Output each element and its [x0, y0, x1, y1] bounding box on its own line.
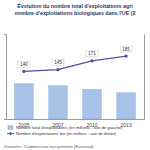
plot: 1401451711852005200720102013 [4, 35, 145, 128]
data-label: 185 [122, 47, 130, 52]
marker [125, 55, 128, 58]
legend-label: Nombre total d'exploitations (en million… [16, 125, 123, 130]
chart: Évolution du nombre total d'exploitation… [0, 0, 150, 150]
data-label: 145 [54, 60, 62, 65]
bar [117, 93, 136, 119]
title: Évolution du nombre total d'exploitation… [17, 2, 133, 9]
legend-swatch [8, 126, 13, 130]
data-label: 171 [88, 51, 96, 56]
marker [56, 68, 59, 71]
y2-axis-line [144, 35, 145, 120]
data-label-box [86, 51, 98, 57]
legend-label: Nombre d'exploitations bio (en milliers … [16, 131, 117, 136]
line [24, 56, 126, 71]
source-note: Données: Commission européenne (Eurostat… [4, 144, 95, 149]
data-labels: 140 145 171 185 [18, 46, 132, 67]
legend-marker [9, 132, 12, 135]
bar [83, 89, 102, 119]
y-axis [4, 35, 7, 120]
x-axis-line [7, 119, 145, 120]
y2-axis [144, 35, 145, 120]
marker [22, 70, 25, 73]
subtitle: nombre d'exploitations biologiques dans … [15, 10, 136, 16]
data-label-box [120, 46, 132, 52]
bar [49, 86, 68, 119]
marker [90, 59, 93, 62]
marks [15, 55, 136, 120]
legend-swatch [7, 133, 14, 134]
data-label: 140 [20, 62, 28, 67]
y-axis-line [4, 35, 7, 120]
data-label-box [52, 60, 64, 66]
bar [15, 84, 34, 119]
data-label-box [18, 61, 30, 67]
